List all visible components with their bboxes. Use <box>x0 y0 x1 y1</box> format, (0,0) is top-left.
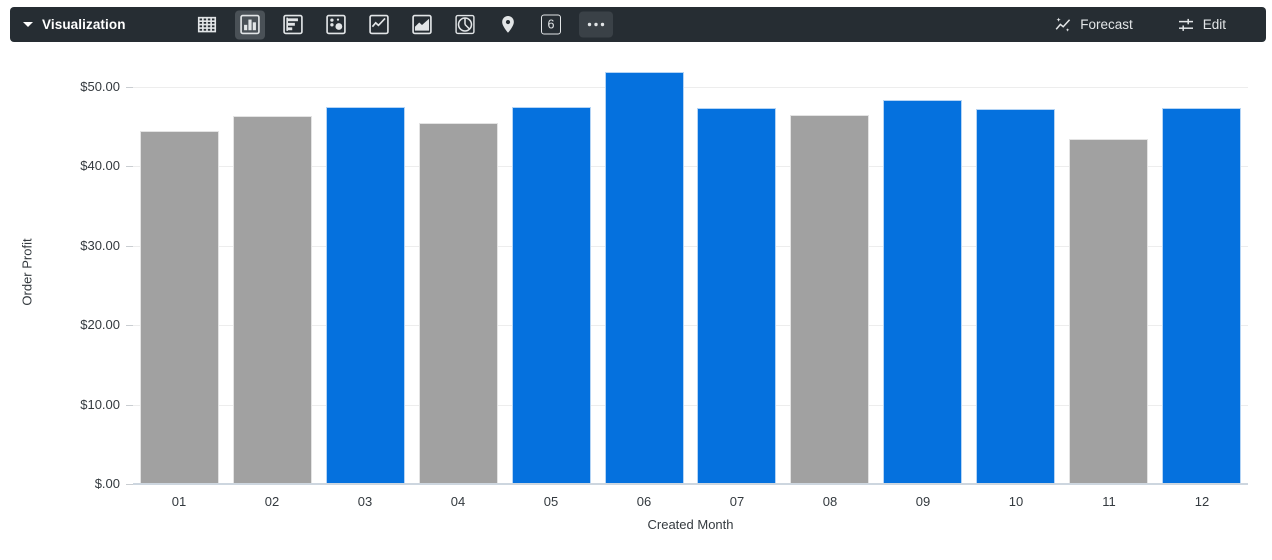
vis-type-bar-button[interactable] <box>278 10 308 39</box>
gridline <box>133 166 1248 167</box>
vis-type-pie-button[interactable] <box>450 10 480 39</box>
visualization-toolbar: Visualization <box>10 7 1266 42</box>
y-axis-tick <box>126 166 133 167</box>
x-axis-tick-label: 01 <box>171 494 187 509</box>
x-axis-tick-label: 08 <box>822 494 838 509</box>
toolbar-title: Visualization <box>42 17 126 32</box>
edit-sliders-icon <box>1178 18 1193 31</box>
x-axis-tick-label: 10 <box>1008 494 1024 509</box>
vis-type-table-button[interactable] <box>192 10 222 39</box>
y-axis-tick <box>126 325 133 326</box>
gridline <box>133 246 1248 247</box>
bar-03[interactable] <box>326 107 405 484</box>
bar-04[interactable] <box>419 123 498 484</box>
x-axis-tick-label: 05 <box>543 494 559 509</box>
map-pin-icon <box>502 16 514 33</box>
vis-type-picker: 6 <box>192 10 613 39</box>
gridline <box>133 87 1248 88</box>
vis-type-area-button[interactable] <box>407 10 437 39</box>
vis-type-line-button[interactable] <box>364 10 394 39</box>
x-axis-tick-label: 11 <box>1102 494 1116 509</box>
bar-01[interactable] <box>140 131 219 484</box>
x-axis-tick-label: 12 <box>1194 494 1210 509</box>
x-axis-tick-label: 07 <box>729 494 745 509</box>
table-icon <box>197 16 217 33</box>
edit-label: Edit <box>1202 17 1226 32</box>
caret-down-icon <box>23 22 33 27</box>
ellipsis-icon <box>587 22 605 27</box>
visualization-section-toggle[interactable]: Visualization <box>23 7 126 42</box>
column-chart-icon <box>240 14 260 35</box>
x-axis-tick-label: 09 <box>915 494 931 509</box>
bar-06[interactable] <box>605 72 684 484</box>
bar-11[interactable] <box>1069 139 1148 484</box>
bar-07[interactable] <box>697 108 776 484</box>
forecast-sparkle-icon <box>1055 17 1071 32</box>
x-axis-tick-label: 04 <box>450 494 466 509</box>
pie-chart-icon <box>455 14 475 35</box>
vis-type-scatter-button[interactable] <box>321 10 351 39</box>
forecast-label: Forecast <box>1080 17 1133 32</box>
bar-chart-icon <box>283 14 303 35</box>
y-axis-tick-label: $40.00 <box>80 158 120 173</box>
x-axis-line <box>133 483 1248 485</box>
edit-button[interactable]: Edit <box>1177 16 1226 34</box>
vis-type-column-button[interactable] <box>235 10 265 39</box>
y-axis-tick-label: $30.00 <box>80 238 120 253</box>
bar-02[interactable] <box>233 116 312 484</box>
gridline <box>133 325 1248 326</box>
forecast-button[interactable]: Forecast <box>1054 16 1133 34</box>
more-vis-types-button[interactable] <box>579 11 613 38</box>
y-axis-tick <box>126 484 133 485</box>
y-axis-tick-label: $.00 <box>94 476 120 491</box>
vis-type-map-button[interactable] <box>493 10 523 39</box>
x-axis-tick-label: 02 <box>264 494 280 509</box>
bar-12[interactable] <box>1162 108 1241 484</box>
x-axis-tick-label: 03 <box>357 494 373 509</box>
bar-09[interactable] <box>883 100 962 484</box>
bar-05[interactable] <box>512 107 591 484</box>
y-axis-tick <box>126 87 133 88</box>
y-axis-tick-label: $50.00 <box>80 79 120 94</box>
y-axis-tick <box>126 246 133 247</box>
y-axis-tick-label: $20.00 <box>80 317 120 332</box>
y-axis-tick-label: $10.00 <box>80 397 120 412</box>
x-axis-tick-label: 06 <box>636 494 652 509</box>
vis-type-single-value-button[interactable]: 6 <box>536 10 566 39</box>
scatter-plot-icon <box>326 14 346 35</box>
single-value-icon: 6 <box>541 14 561 35</box>
bar-08[interactable] <box>790 115 869 484</box>
x-axis-title: Created Month <box>647 517 734 532</box>
y-axis-tick <box>126 405 133 406</box>
gridline <box>133 405 1248 406</box>
line-chart-icon <box>369 14 389 35</box>
bar-10[interactable] <box>976 109 1055 484</box>
area-chart-icon <box>412 14 432 35</box>
toolbar-right-actions: Forecast Edit <box>1054 16 1226 34</box>
